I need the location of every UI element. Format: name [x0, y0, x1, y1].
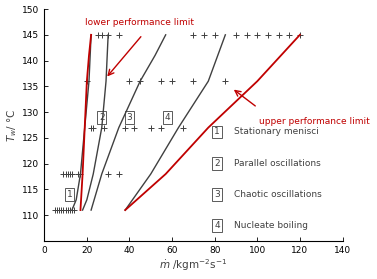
Text: 1: 1 [215, 128, 220, 136]
Point [60, 208, 66, 212]
Point [95, 33, 101, 37]
Point [137, 79, 143, 83]
Point [69, 208, 75, 212]
Text: upper performance limit: upper performance limit [259, 117, 370, 126]
Point [158, 79, 164, 83]
Point [276, 33, 282, 37]
Text: Nucleate boiling: Nucleate boiling [234, 222, 308, 230]
Text: Parallel oscillations: Parallel oscillations [234, 159, 320, 168]
Point [69, 172, 75, 176]
Point [99, 33, 105, 37]
Point [75, 172, 81, 176]
Point [297, 33, 303, 37]
Point [56, 208, 62, 212]
Point [233, 33, 239, 37]
Text: 4: 4 [165, 113, 171, 122]
Point [116, 33, 122, 37]
Text: 2: 2 [99, 113, 104, 122]
Y-axis label: $T_w$/ °C: $T_w$/ °C [6, 108, 19, 142]
Point [90, 125, 96, 130]
Text: 3: 3 [127, 113, 132, 122]
Point [286, 33, 292, 37]
Point [52, 208, 58, 212]
Text: Stationary menisci: Stationary menisci [234, 128, 319, 136]
Point [71, 208, 77, 212]
Point [77, 172, 83, 176]
Point [60, 172, 66, 176]
Point [190, 33, 196, 37]
Point [126, 79, 132, 83]
Point [190, 79, 196, 83]
Point [58, 208, 64, 212]
Point [88, 125, 94, 130]
Text: 2: 2 [215, 159, 220, 168]
Point [116, 172, 122, 176]
Point [65, 208, 71, 212]
Text: 3: 3 [215, 190, 220, 199]
Text: 4: 4 [215, 222, 220, 230]
Point [148, 125, 154, 130]
Point [169, 79, 175, 83]
Point [101, 125, 107, 130]
Point [265, 33, 271, 37]
Point [84, 79, 90, 83]
Point [122, 125, 128, 130]
Point [201, 33, 207, 37]
Point [63, 208, 69, 212]
Point [244, 33, 250, 37]
Point [63, 172, 69, 176]
Text: Chaotic oscillations: Chaotic oscillations [234, 190, 321, 199]
Text: lower performance limit: lower performance limit [85, 18, 194, 27]
X-axis label: $\dot{m}$ /kgm$^{-2}$s$^{-1}$: $\dot{m}$ /kgm$^{-2}$s$^{-1}$ [159, 258, 227, 273]
Point [131, 125, 137, 130]
Point [54, 208, 60, 212]
Point [105, 33, 111, 37]
Text: 1: 1 [67, 190, 73, 199]
Point [222, 79, 228, 83]
Point [67, 172, 73, 176]
Point [65, 172, 71, 176]
Point [180, 125, 186, 130]
Point [67, 208, 73, 212]
Point [158, 125, 164, 130]
Point [211, 33, 218, 37]
Point [105, 172, 111, 176]
Point [254, 33, 260, 37]
